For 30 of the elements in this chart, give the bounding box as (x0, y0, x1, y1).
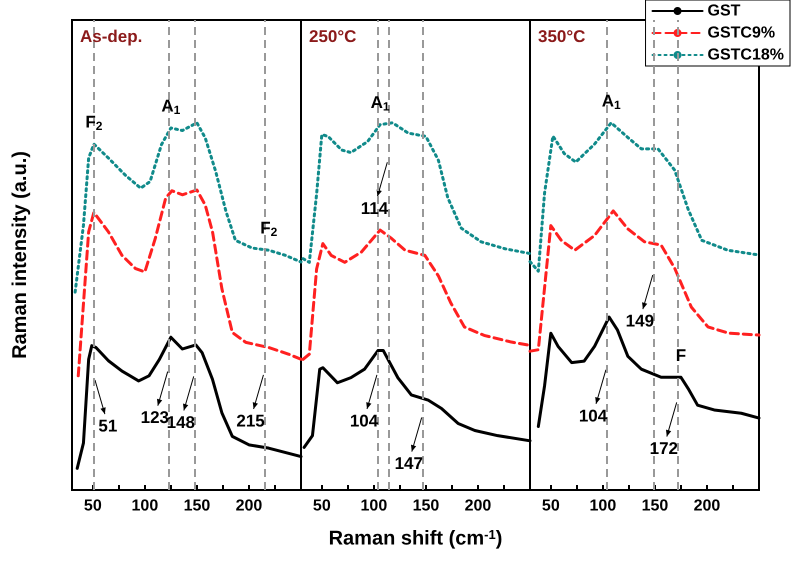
chart-title: 350°C (538, 27, 586, 46)
legend-label: GSTC9% (708, 24, 776, 42)
x-tick-label: 150 (412, 498, 440, 514)
x-tick-label: 200 (694, 498, 720, 514)
x-tick-label: 100 (590, 498, 616, 514)
x-tick-label: 200 (236, 498, 262, 514)
annotation: 114 (360, 198, 389, 218)
annotation: 172 (650, 439, 678, 458)
x-tick-label: 150 (184, 498, 210, 514)
y-axis-title: Raman intensity (a.u.) (9, 151, 31, 359)
x-tick-label: 100 (360, 498, 388, 514)
annotation: F (676, 346, 686, 365)
annotation: 123 (140, 408, 169, 428)
annotation: 149 (626, 312, 654, 331)
annotation: 104 (350, 412, 379, 431)
legend-label: GSTC18% (708, 46, 784, 64)
annotation: 104 (578, 406, 608, 426)
chart-title: 250°C (309, 27, 356, 46)
x-tick-label: 50 (542, 498, 560, 514)
x-tick-label: 50 (84, 498, 102, 514)
x-tick-label: 100 (132, 498, 158, 514)
annotation: 51 (98, 416, 118, 436)
x-tick-label: 200 (464, 498, 492, 514)
annotation: 148 (166, 413, 196, 432)
x-tick-label: 50 (312, 498, 331, 514)
legend-label: GST (708, 2, 741, 20)
x-tick-label: 150 (642, 498, 668, 514)
annotation: 147 (394, 454, 423, 474)
annotation: 215 (236, 412, 265, 431)
chart-title: As-dep. (80, 27, 142, 46)
